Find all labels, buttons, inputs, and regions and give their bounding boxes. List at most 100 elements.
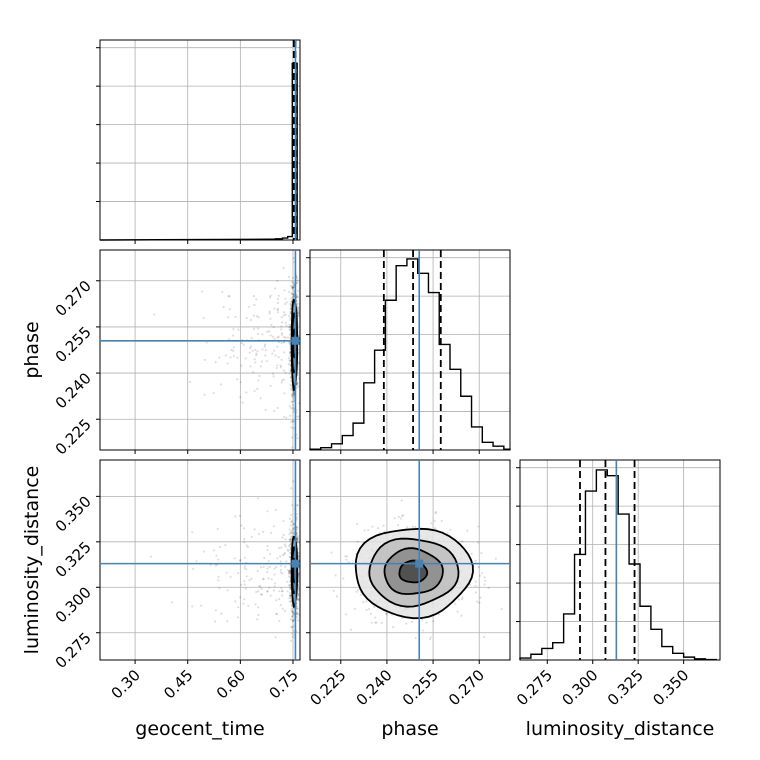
geocent-time-vs-phase-sample-point xyxy=(260,360,263,363)
phase-vs-luminosity-distance-sample-point xyxy=(342,577,345,580)
geocent-time-vs-luminosity-distance-sample-point xyxy=(288,587,292,590)
geocent-time-vs-phase-sample-point xyxy=(285,416,288,419)
geocent-time-vs-luminosity-distance-sample-point xyxy=(289,639,293,642)
geocent-time-vs-phase-sample-point xyxy=(292,392,295,395)
geocent-time-vs-luminosity-distance-sample-point xyxy=(286,548,289,551)
geocent-time-vs-phase-sample-point xyxy=(236,378,239,381)
geocent-time-vs-luminosity-distance-sample-point xyxy=(253,528,256,531)
geocent-time-vs-phase-sample-point xyxy=(289,307,292,311)
geocent-time-vs-phase-sample-point xyxy=(247,305,250,308)
geocent-time-vs-luminosity-distance-sample-point xyxy=(192,567,195,571)
geocent-time-vs-phase-sample-point xyxy=(280,358,283,361)
geocent-time-vs-luminosity-distance-sample-point xyxy=(281,572,284,575)
geocent-time-vs-phase-sample-point xyxy=(298,307,300,310)
geocent-time-vs-phase-sample-point xyxy=(273,307,276,310)
geocent-time-vs-phase-sample-point xyxy=(284,336,287,339)
geocent-time-vs-phase-sample-point xyxy=(292,293,295,296)
geocent-time-vs-phase-sample-point xyxy=(258,374,261,378)
geocent-time-vs-luminosity-distance-sample-point xyxy=(290,487,293,490)
geocent-time-vs-phase-sample-point xyxy=(292,281,295,284)
geocent-time-vs-phase-sample-point xyxy=(297,313,300,316)
phase-vs-luminosity-distance-sample-point xyxy=(446,532,449,535)
geocent-time-vs-luminosity-distance-sample-point xyxy=(281,594,284,597)
y-tick-label-phase: 0.240 xyxy=(52,369,95,412)
geocent-time-vs-luminosity-distance-sample-point xyxy=(290,625,293,628)
geocent-time-vs-phase-sample-point xyxy=(250,337,253,340)
phase-vs-luminosity-distance-sample-point xyxy=(349,628,352,631)
geocent-time-vs-luminosity-distance-sample-point xyxy=(292,528,295,531)
geocent-time-vs-luminosity-distance-sample-point xyxy=(263,556,266,560)
y-tick-label-luminosity-distance: 0.300 xyxy=(52,583,95,626)
geocent-time-vs-luminosity-distance-sample-point xyxy=(291,620,294,623)
phase-vs-luminosity-distance-sample-point xyxy=(334,574,337,577)
geocent-time-vs-luminosity-distance-sample-point xyxy=(243,583,246,586)
geocent-time-vs-phase-sample-point xyxy=(297,385,300,388)
geocent-time-vs-phase-sample-point xyxy=(297,362,300,365)
geocent-time-vs-phase-sample-point xyxy=(280,328,283,331)
geocent-time-vs-luminosity-distance-sample-point xyxy=(276,557,279,560)
panel-phase-vs-luminosity-distance: 0.225 0.240 0.255 0.270 xyxy=(306,459,511,709)
geocent-time-vs-phase-sample-point xyxy=(256,387,259,390)
geocent-time-vs-phase-sample-point xyxy=(292,393,295,397)
geocent-time-vs-luminosity-distance-sample-point xyxy=(250,535,253,539)
geocent-time-vs-luminosity-distance-sample-point xyxy=(237,606,240,609)
geocent-time-vs-luminosity-distance-sample-point xyxy=(281,553,284,557)
geocent-time-vs-luminosity-distance-sample-point xyxy=(243,565,247,568)
geocent-time-vs-luminosity-distance-sample-point xyxy=(288,569,291,572)
geocent-time-vs-phase-sample-point xyxy=(288,328,291,331)
geocent-time-vs-phase-sample-point xyxy=(234,315,237,318)
geocent-time-vs-luminosity-distance-sample-point xyxy=(288,528,291,531)
geocent-time-vs-luminosity-distance-sample-point xyxy=(298,499,300,502)
geocent-time-vs-luminosity-distance-sample-point xyxy=(292,480,295,483)
geocent-time-vs-luminosity-distance-sample-point xyxy=(290,600,293,604)
geocent-time-vs-luminosity-distance-sample-point xyxy=(288,545,291,548)
geocent-time-vs-luminosity-distance-sample-point xyxy=(217,558,220,561)
geocent-time-vs-phase-sample-point xyxy=(292,295,295,298)
geocent-time-vs-phase-sample-point xyxy=(265,360,268,363)
geocent-time-vs-phase-frame xyxy=(99,249,301,451)
geocent-time-vs-luminosity-distance-sample-point xyxy=(291,504,294,507)
phase-vs-luminosity-distance-sample-point xyxy=(397,524,400,527)
geocent-time-vs-phase-sample-point xyxy=(266,330,269,333)
geocent-time-vs-phase-sample-point xyxy=(271,352,274,355)
geocent-time-vs-luminosity-distance-sample-point xyxy=(288,591,292,594)
geocent-time-vs-luminosity-distance-sample-point xyxy=(214,620,217,623)
geocent-time-vs-luminosity-distance-sample-point xyxy=(298,581,300,584)
geocent-time-vs-phase-sample-point xyxy=(287,362,290,366)
geocent-time-vs-phase-sample-point xyxy=(277,307,280,311)
geocent-time-vs-luminosity-distance-sample-point xyxy=(301,571,303,573)
geocent-time-vs-luminosity-distance-sample-point xyxy=(290,519,294,522)
phase-vs-luminosity-distance-sample-point xyxy=(494,557,497,560)
geocent-time-vs-luminosity-distance-sample-point xyxy=(212,549,216,552)
geocent-time-vs-luminosity-distance-sample-point xyxy=(288,538,291,541)
geocent-time-vs-phase-sample-point xyxy=(297,361,300,364)
geocent-time-vs-phase-sample-point xyxy=(277,341,280,344)
geocent-time-vs-luminosity-distance-sample-point xyxy=(291,615,294,618)
geocent-time-vs-phase-sample-point xyxy=(254,361,257,364)
geocent-time-vs-luminosity-distance-sample-point xyxy=(262,565,265,569)
geocent-time-vs-luminosity-distance-sample-point xyxy=(289,531,292,534)
geocent-time-vs-phase-sample-point xyxy=(284,371,287,374)
geocent-time-vs-luminosity-distance-sample-point xyxy=(290,604,293,608)
geocent-time-vs-phase-sample-point xyxy=(290,292,293,295)
phase-vs-luminosity-distance-sample-point xyxy=(478,574,482,577)
geocent-time-vs-luminosity-distance-sample-point xyxy=(267,559,270,563)
geocent-time-vs-luminosity-distance-sample-point xyxy=(274,636,277,639)
phase-vs-luminosity-distance-sample-point xyxy=(460,614,463,617)
geocent-time-vs-luminosity-distance-sample-point xyxy=(292,612,295,615)
phase-vs-luminosity-distance-sample-point xyxy=(477,541,480,544)
geocent-time-vs-phase-sample-point xyxy=(205,341,208,344)
geocent-time-vs-luminosity-distance-sample-point xyxy=(273,582,276,585)
phase-vs-luminosity-distance-sample-point xyxy=(476,600,479,603)
geocent-time-vs-phase-sample-point xyxy=(298,315,300,318)
x-tick-label-luminosity-distance: 0.275 xyxy=(513,666,556,709)
geocent-time-vs-luminosity-distance-sample-point xyxy=(295,606,299,609)
geocent-time-vs-luminosity-distance-sample-point xyxy=(298,613,300,616)
geocent-time-vs-phase-sample-point xyxy=(221,290,224,293)
geocent-time-vs-luminosity-distance-sample-point xyxy=(257,606,260,609)
x-tick-label-phase: 0.240 xyxy=(353,666,396,709)
geocent-time-vs-phase-sample-point xyxy=(279,364,282,367)
geocent-time-vs-phase-sample-point xyxy=(292,286,295,289)
geocent-time-vs-phase-sample-point xyxy=(281,379,284,382)
